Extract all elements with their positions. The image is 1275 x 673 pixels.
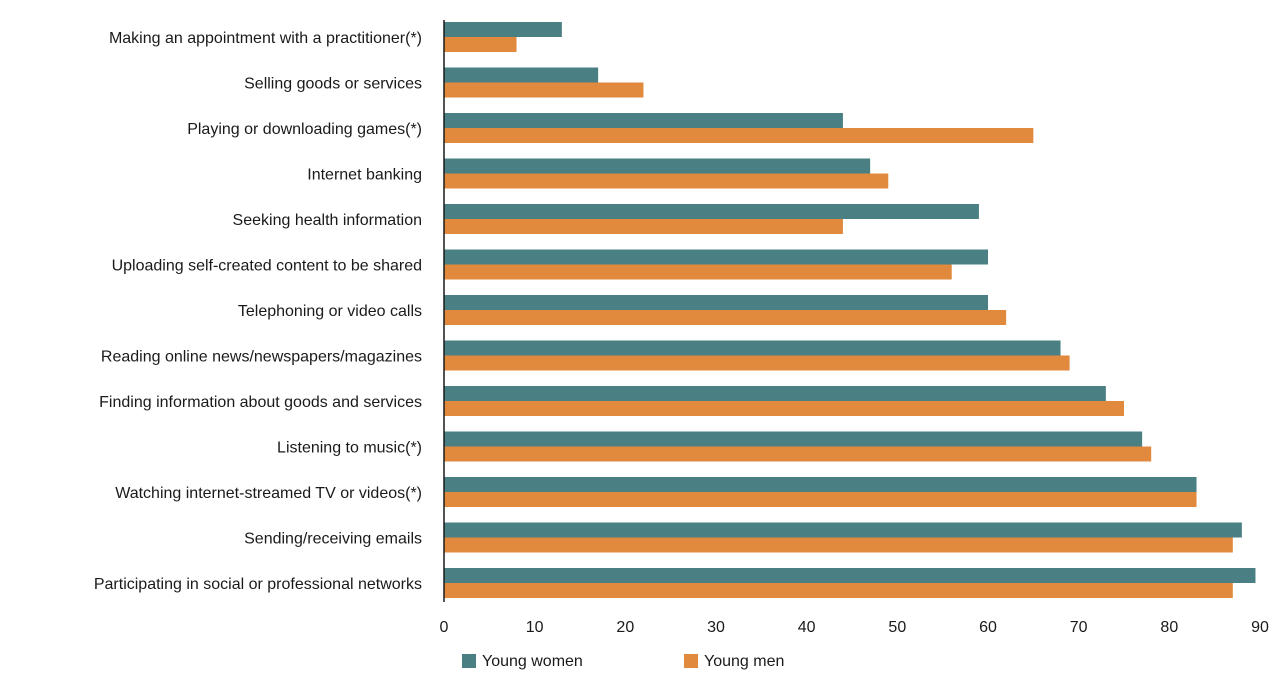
category-label: Participating in social or professional … — [94, 576, 422, 593]
bar-young-women — [444, 340, 1061, 356]
bars-group — [444, 22, 1256, 598]
bar-young-men — [444, 492, 1197, 507]
category-label: Finding information about goods and serv… — [99, 394, 422, 411]
bar-young-women — [444, 568, 1256, 583]
bar-young-women — [444, 113, 843, 128]
x-tick-label: 20 — [616, 619, 634, 636]
bar-young-women — [444, 295, 988, 310]
x-tick-label: 10 — [526, 619, 544, 636]
bar-young-men — [444, 446, 1152, 462]
category-label: Playing or downloading games(*) — [187, 121, 422, 138]
bar-young-women — [444, 249, 988, 265]
category-label: Uploading self-created content to be sha… — [112, 258, 422, 275]
bar-young-men — [444, 219, 843, 234]
x-tick-label: 40 — [798, 619, 816, 636]
x-tick-label: 90 — [1251, 619, 1269, 636]
category-label: Watching internet-streamed TV or videos(… — [115, 485, 422, 502]
bar-young-women — [444, 477, 1197, 492]
bar-young-women — [444, 386, 1106, 401]
bar-young-women — [444, 67, 599, 83]
bar-young-women — [444, 22, 562, 37]
legend: Young women Young men — [462, 653, 784, 670]
bar-young-men — [444, 37, 517, 52]
bar-young-men — [444, 583, 1233, 598]
bar-young-men — [444, 82, 644, 98]
x-tick-label: 80 — [1160, 619, 1178, 636]
legend-swatch-young-men — [684, 654, 698, 668]
bar-young-men — [444, 310, 1007, 325]
x-tick-label: 50 — [888, 619, 906, 636]
category-label: Making an appointment with a practitione… — [109, 30, 422, 47]
bar-young-men — [444, 537, 1233, 553]
category-label: Seeking health information — [233, 212, 422, 229]
legend-swatch-young-women — [462, 654, 476, 668]
category-label: Telephoning or video calls — [238, 303, 422, 320]
bar-young-men — [444, 355, 1070, 371]
category-label: Listening to music(*) — [277, 440, 422, 457]
x-tick-label: 0 — [440, 619, 449, 636]
bar-young-women — [444, 431, 1143, 447]
category-label: Selling goods or services — [244, 76, 422, 93]
x-tick-label: 70 — [1070, 619, 1088, 636]
category-label: Reading online news/newspapers/magazines — [101, 349, 422, 366]
legend-label-young-men: Young men — [704, 653, 784, 670]
category-label: Internet banking — [307, 167, 422, 184]
bar-young-men — [444, 401, 1124, 416]
bar-young-men — [444, 173, 889, 189]
x-tick-label: 30 — [707, 619, 725, 636]
bar-young-women — [444, 522, 1242, 538]
bar-young-women — [444, 158, 871, 174]
category-labels: Making an appointment with a practitione… — [94, 30, 422, 593]
bar-young-men — [444, 128, 1034, 143]
bar-young-men — [444, 264, 952, 280]
x-tick-label: 60 — [979, 619, 997, 636]
legend-label-young-women: Young women — [482, 653, 583, 670]
x-axis-ticks: 0 10 20 30 40 50 60 70 80 90 — [440, 619, 1269, 636]
bar-young-women — [444, 204, 979, 219]
category-label: Sending/receiving emails — [244, 531, 422, 548]
